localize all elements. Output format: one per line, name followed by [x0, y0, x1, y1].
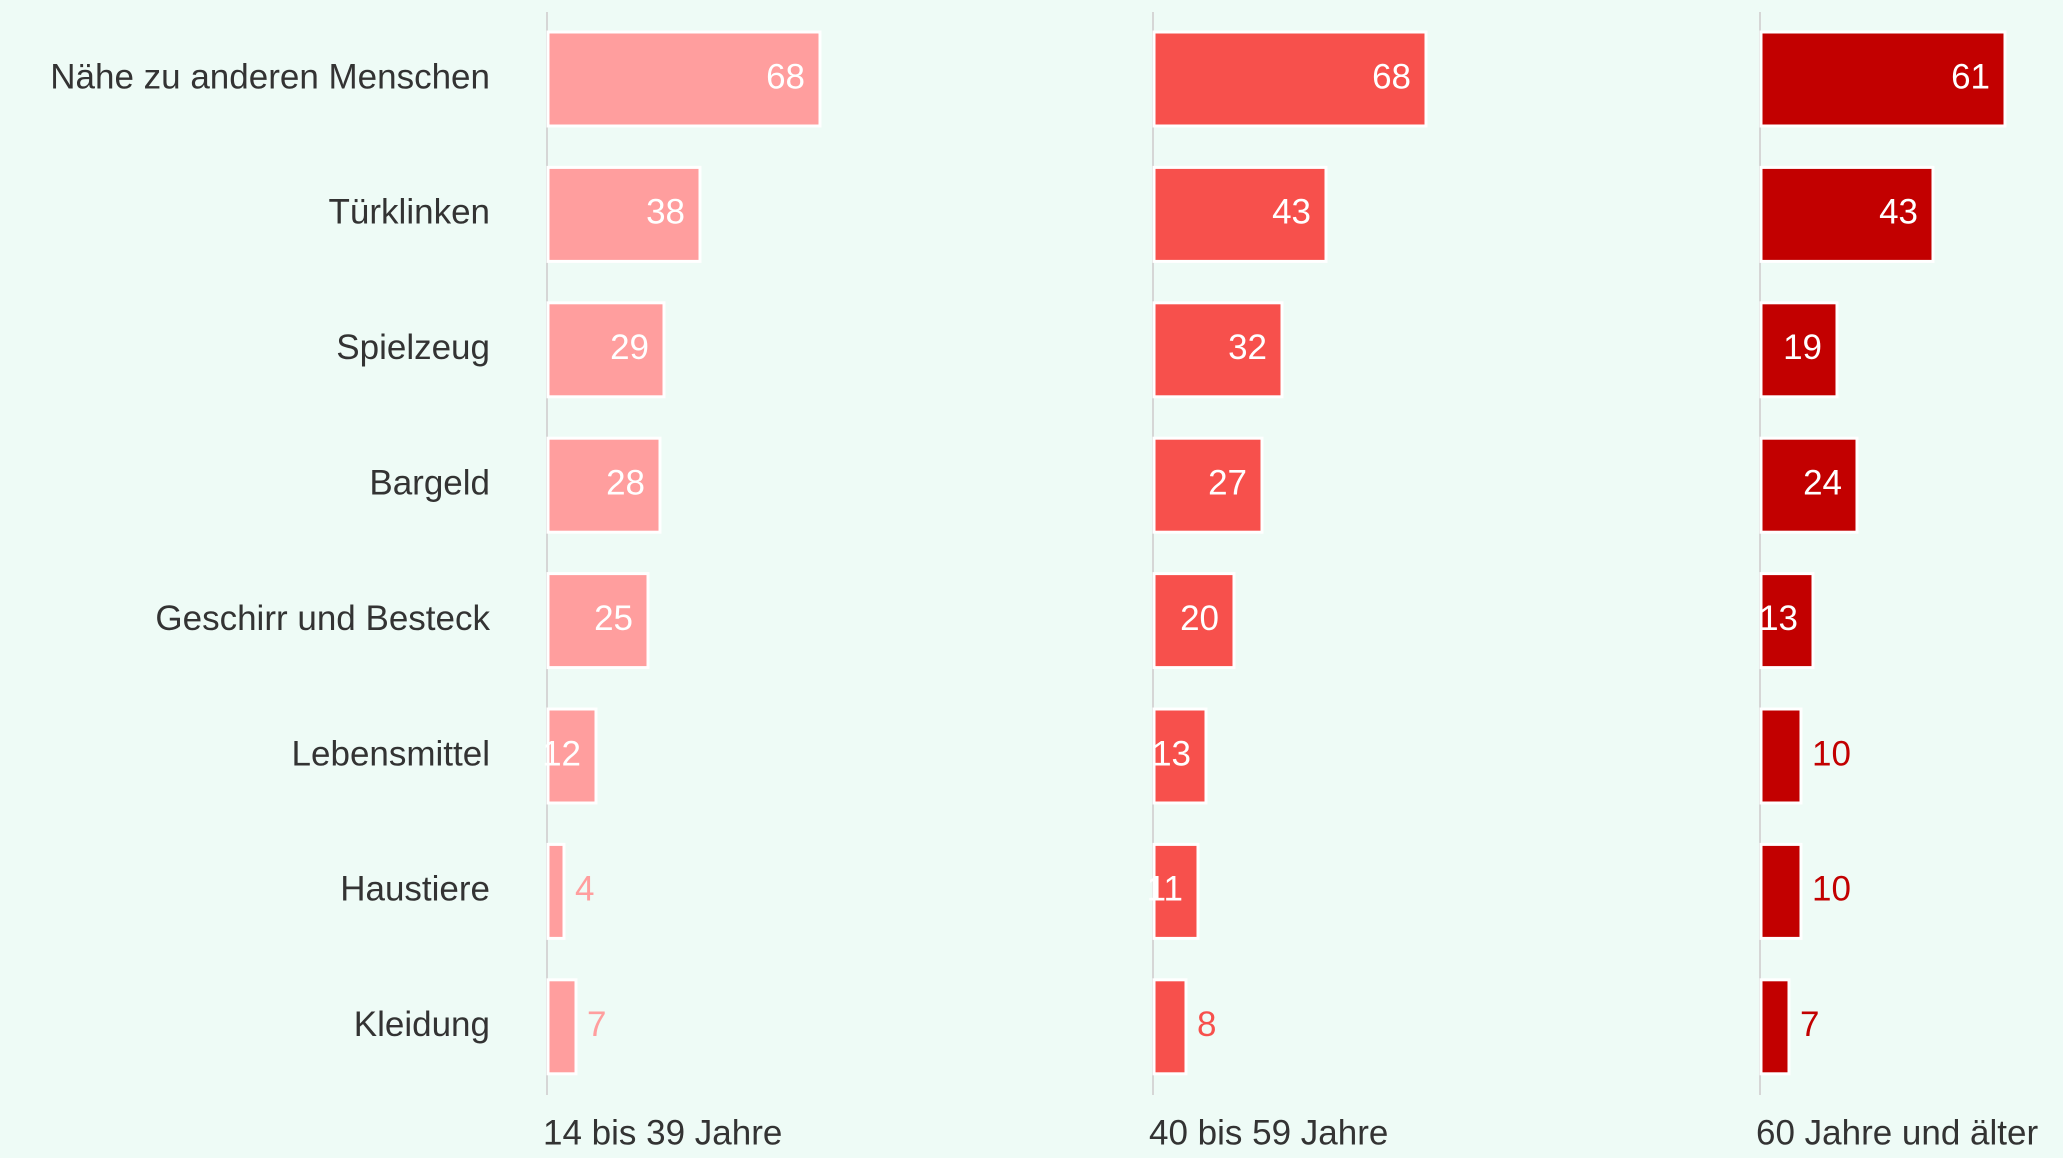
data-label: 4 [575, 870, 594, 909]
data-label: 32 [1228, 328, 1267, 367]
bar [546, 572, 650, 670]
category-label: Lebensmittel [292, 734, 490, 773]
data-label: 7 [1800, 1005, 1819, 1044]
bar [546, 842, 566, 940]
data-label: 27 [1208, 463, 1247, 502]
category-labels: Nähe zu anderen Menschen Türklinken Spielz… [50, 57, 490, 1044]
data-label: 10 [1812, 870, 1851, 909]
data-label: 29 [610, 328, 649, 367]
panel-label: 40 bis 59 Jahre [1149, 1113, 1388, 1152]
category-label: Türklinken [329, 193, 490, 232]
bar [546, 707, 598, 805]
bar [1152, 30, 1428, 128]
data-label: 43 [1879, 193, 1918, 232]
panel-1: 68 38 29 28 25 12 4 7 14 bis 39 Jahre [542, 12, 822, 1152]
data-label: 68 [766, 57, 805, 96]
bar [1759, 436, 1859, 534]
panel-label: 60 Jahre und älter [1756, 1113, 2038, 1152]
data-label: 68 [1372, 57, 1411, 96]
bar [1152, 707, 1208, 805]
data-label: 61 [1951, 57, 1990, 96]
bar [1152, 436, 1264, 534]
bar [546, 30, 822, 128]
bar [1759, 572, 1815, 670]
data-label: 20 [1180, 599, 1219, 638]
data-label: 10 [1812, 734, 1851, 773]
chart-panels: 68 38 29 28 25 12 4 7 14 bis 39 Jahre 68 43 32 27 20 1… [542, 12, 2038, 1152]
panel-3: 61 43 19 24 13 10 10 7 60 Jahre und älter [1756, 12, 2038, 1152]
data-label: 13 [1152, 734, 1191, 773]
bar [1759, 165, 1935, 263]
category-label: Bargeld [369, 463, 490, 502]
panel-label: 14 bis 39 Jahre [543, 1113, 782, 1152]
bar [1759, 842, 1803, 940]
bar [1759, 301, 1839, 399]
bar [1759, 707, 1803, 805]
data-label: 38 [646, 193, 685, 232]
category-label: Geschirr und Besteck [155, 599, 490, 638]
bar [546, 436, 662, 534]
data-label: 43 [1272, 193, 1311, 232]
bar [546, 165, 702, 263]
bar [1152, 301, 1284, 399]
category-label: Haustiere [340, 870, 490, 909]
data-label: 13 [1759, 599, 1798, 638]
data-label: 25 [594, 599, 633, 638]
bar [1152, 978, 1188, 1076]
category-label: Kleidung [354, 1005, 490, 1044]
data-label: 7 [587, 1005, 606, 1044]
category-label: Spielzeug [336, 328, 490, 367]
panel-2: 68 43 32 27 20 13 11 8 40 bis 59 Jahre [1147, 12, 1428, 1152]
bar [1759, 978, 1791, 1076]
data-label: 11 [1147, 870, 1183, 909]
data-label: 28 [606, 463, 645, 502]
data-label: 24 [1803, 463, 1842, 502]
data-label: 12 [542, 734, 581, 773]
bar [1152, 842, 1200, 940]
data-label: 19 [1783, 328, 1822, 367]
category-label: Nähe zu anderen Menschen [50, 57, 490, 96]
bar [546, 978, 578, 1076]
bar [1759, 30, 2007, 128]
bar [1152, 572, 1236, 670]
data-label: 8 [1197, 1005, 1216, 1044]
bar [546, 301, 666, 399]
bar [1152, 165, 1328, 263]
